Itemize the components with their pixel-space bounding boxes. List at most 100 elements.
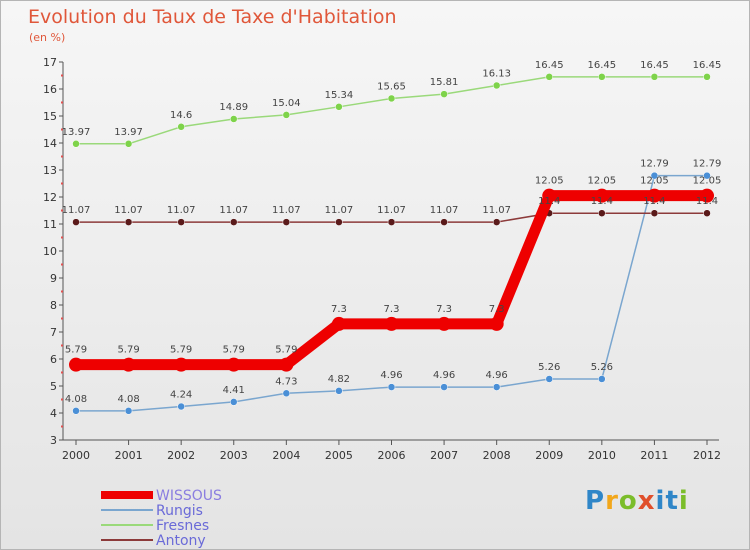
y-minor-mark: [61, 425, 63, 428]
x-tick-label: 2005: [325, 449, 353, 462]
data-label: 7.3: [436, 304, 452, 315]
data-point: [440, 383, 448, 391]
y-minor-mark: [61, 182, 63, 185]
data-label: 11.4: [538, 196, 560, 207]
data-label: 14.6: [170, 110, 192, 121]
data-label: 5.79: [170, 345, 192, 356]
x-tick-label: 2000: [62, 449, 90, 462]
data-label: 11.07: [272, 205, 301, 216]
data-label: 12.79: [640, 159, 669, 170]
data-point: [124, 140, 133, 148]
y-tick-label: 5: [50, 380, 57, 393]
data-point: [598, 209, 606, 217]
data-label: 4.96: [486, 370, 508, 381]
x-tick-label: 2010: [588, 449, 616, 462]
data-label: 5.26: [538, 362, 560, 373]
data-label: 12.05: [588, 176, 617, 187]
data-point: [230, 398, 238, 406]
data-point: [335, 103, 343, 111]
data-label: 4.73: [275, 376, 297, 387]
legend-label: Rungis: [156, 503, 203, 519]
data-point: [440, 90, 448, 98]
y-tick-label: 12: [43, 191, 57, 204]
legend-label: Fresnes: [156, 518, 209, 534]
y-tick-label: 10: [43, 245, 57, 258]
data-label: 4.96: [433, 370, 455, 381]
data-point: [703, 73, 711, 81]
data-point: [545, 375, 553, 383]
y-tick-label: 4: [50, 407, 57, 420]
legend-label: Antony: [156, 533, 206, 549]
data-label: 11.07: [325, 205, 354, 216]
y-minor-mark: [61, 236, 63, 239]
data-label: 11.07: [62, 205, 91, 216]
y-tick-label: 8: [50, 299, 57, 312]
y-minor-mark: [61, 263, 63, 266]
chart-title: Evolution du Taux de Taxe d'Habitation: [28, 6, 397, 28]
data-point: [69, 357, 83, 372]
logo-letter: P: [585, 486, 606, 516]
series-antony: [72, 209, 711, 226]
data-label: 7.3: [489, 304, 505, 315]
data-point: [594, 188, 609, 203]
data-label: 11.4: [696, 196, 718, 207]
y-tick-label: 15: [43, 110, 57, 123]
data-point: [230, 115, 238, 123]
data-label: 12.79: [693, 159, 722, 170]
x-tick-label: 2001: [115, 449, 143, 462]
data-label: 11.07: [114, 205, 143, 216]
data-point: [279, 357, 294, 372]
data-label: 4.41: [223, 385, 245, 396]
y-minor-mark: [61, 101, 63, 104]
data-label: 12.05: [693, 176, 722, 187]
data-label: 11.07: [377, 205, 406, 216]
series-fresnes: [72, 73, 711, 148]
data-point: [650, 73, 659, 81]
data-point: [387, 218, 396, 226]
x-tick-label: 2007: [430, 449, 458, 462]
data-point: [335, 218, 343, 226]
y-minor-mark: [61, 74, 63, 77]
logo-letter: i: [655, 486, 666, 516]
data-point: [700, 188, 714, 203]
data-label: 12.05: [640, 176, 669, 187]
x-tick-label: 2009: [535, 449, 563, 462]
data-point: [72, 218, 80, 226]
x-tick-label: 2006: [378, 449, 406, 462]
y-minor-mark: [61, 155, 63, 158]
y-minor-mark: [61, 344, 63, 347]
chart-subtitle: (en %): [29, 31, 66, 44]
data-label: 11.4: [643, 196, 665, 207]
data-point: [489, 316, 504, 331]
data-point: [124, 218, 133, 226]
data-point: [177, 123, 185, 131]
legend-item-wissous: WISSOUS: [101, 488, 222, 504]
y-tick-label: 11: [43, 218, 57, 231]
y-tick-label: 6: [50, 353, 57, 366]
data-point: [282, 389, 291, 398]
data-label: 13.97: [114, 127, 143, 138]
data-point: [387, 94, 396, 103]
data-label: 7.3: [384, 304, 400, 315]
x-tick-label: 2008: [483, 449, 511, 462]
legend-label: WISSOUS: [156, 488, 222, 504]
data-point: [437, 316, 452, 331]
data-label: 4.08: [65, 394, 87, 405]
series-wissous: [69, 188, 714, 372]
data-label: 15.65: [377, 81, 406, 92]
data-point: [72, 407, 80, 415]
y-tick-label: 9: [50, 272, 57, 285]
data-label: 11.07: [430, 205, 459, 216]
data-point: [230, 218, 238, 226]
data-label: 4.24: [170, 390, 192, 401]
logo-letter: x: [637, 486, 656, 516]
data-label: 14.89: [219, 102, 248, 113]
data-label: 4.96: [380, 370, 402, 381]
x-tick-label: 2004: [272, 449, 300, 462]
data-label: 5.79: [275, 345, 297, 356]
data-label: 5.79: [65, 345, 87, 356]
data-point: [542, 188, 557, 203]
logo-letter: i: [678, 486, 689, 516]
x-tick-label: 2002: [167, 449, 195, 462]
